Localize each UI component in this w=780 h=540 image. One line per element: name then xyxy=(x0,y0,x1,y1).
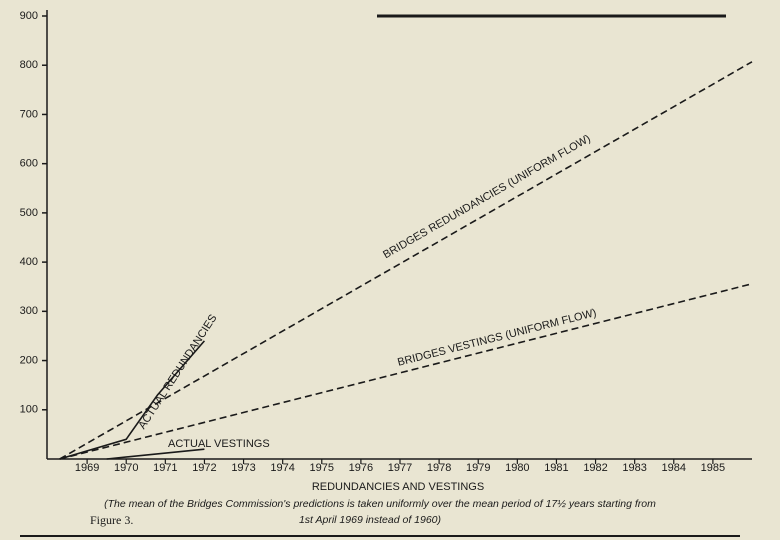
x-tick-label: 1985 xyxy=(701,462,725,474)
figure-label: Figure 3. xyxy=(90,513,133,527)
series-label: BRIDGES VESTINGS (UNIFORM FLOW) xyxy=(396,307,597,369)
x-tick-label: 1969 xyxy=(75,462,99,474)
x-tick-label: 1974 xyxy=(270,462,294,474)
x-tick-label: 1971 xyxy=(153,462,177,474)
x-tick-label: 1972 xyxy=(192,462,216,474)
x-tick-label: 1973 xyxy=(231,462,255,474)
series-line xyxy=(59,61,753,460)
series-line xyxy=(59,340,206,460)
y-tick-label: 600 xyxy=(20,158,38,170)
y-tick-label: 500 xyxy=(20,207,38,219)
series-line xyxy=(59,283,753,460)
series-line xyxy=(106,448,205,460)
x-tick-label: 1978 xyxy=(427,462,451,474)
x-tick-label: 1983 xyxy=(622,462,646,474)
x-tick-label: 1975 xyxy=(310,462,334,474)
x-tick-label: 1976 xyxy=(349,462,373,474)
x-tick-label: 1970 xyxy=(114,462,138,474)
y-tick-label: 900 xyxy=(20,10,38,22)
series-label: ACTUAL VESTINGS xyxy=(168,438,270,450)
x-tick-label: 1980 xyxy=(505,462,529,474)
x-axis-label: REDUNDANCIES AND VESTINGS xyxy=(312,481,484,493)
y-tick-label: 200 xyxy=(20,354,38,366)
note: 1st April 1969 instead of 1960) xyxy=(299,514,441,526)
y-tick-label: 100 xyxy=(20,404,38,416)
x-tick-label: 1977 xyxy=(388,462,412,474)
note: (The mean of the Bridges Commission's pr… xyxy=(104,498,656,510)
x-tick-label: 1981 xyxy=(544,462,568,474)
y-tick-label: 400 xyxy=(20,256,38,268)
series-label: BRIDGES REDUNDANCIES (UNIFORM FLOW) xyxy=(381,133,593,262)
y-tick-label: 300 xyxy=(20,305,38,317)
x-tick-label: 1984 xyxy=(662,462,686,474)
x-tick-label: 1979 xyxy=(466,462,490,474)
y-tick-label: 800 xyxy=(20,59,38,71)
x-tick-label: 1982 xyxy=(583,462,607,474)
y-tick-label: 700 xyxy=(20,108,38,120)
